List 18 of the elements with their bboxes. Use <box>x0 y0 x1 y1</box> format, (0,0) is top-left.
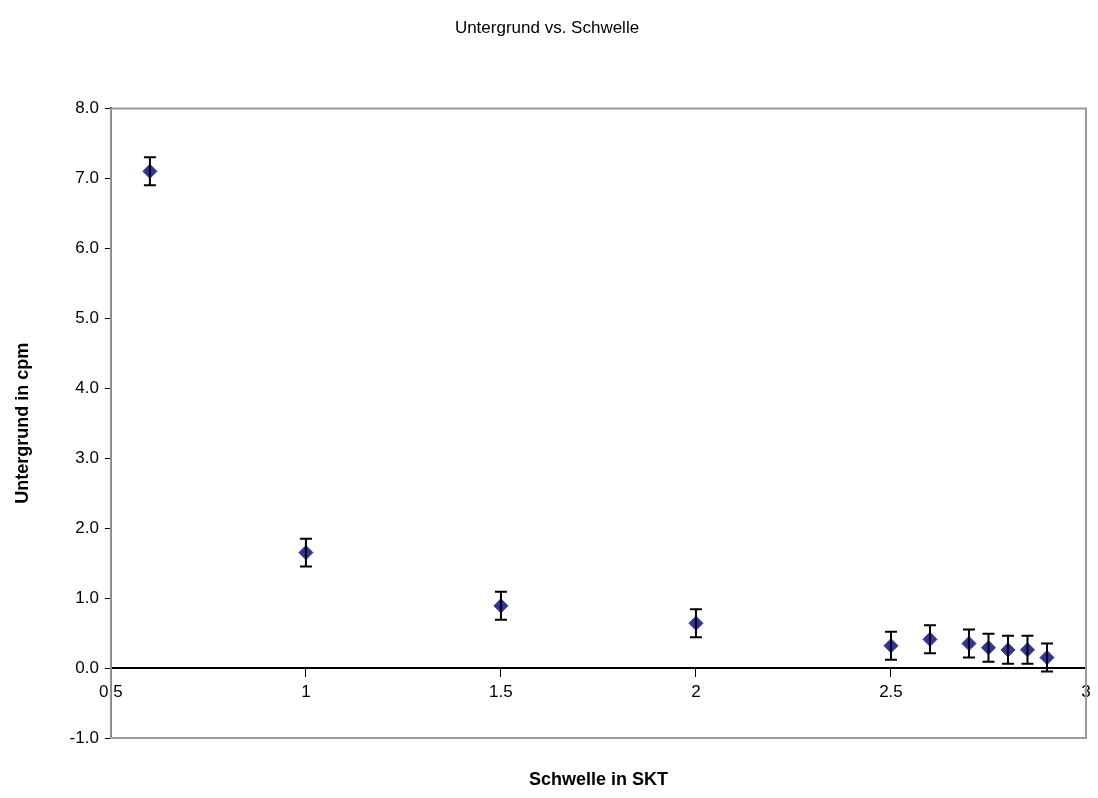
y-tick-label: 8.0 <box>75 98 99 118</box>
y-tick-label: 2.0 <box>75 517 99 537</box>
y-tick-label: -1.0 <box>69 727 99 747</box>
y-tick-label: 7.0 <box>75 168 99 188</box>
x-tick-label: 1.5 <box>489 681 513 701</box>
y-tick-label: 6.0 <box>75 238 99 257</box>
x-axis-title: Schwelle in SKT <box>528 768 668 789</box>
y-tick-label: 4.0 <box>75 377 99 397</box>
x-tick-label: 1 <box>301 681 311 701</box>
y-tick-label: 3.0 <box>75 447 99 467</box>
y-tick-label: 1.0 <box>75 587 99 607</box>
y-tick-label: 5.0 <box>75 307 99 327</box>
y-axis-title: Untergrund in cpm <box>11 342 32 504</box>
chart-title: Untergrund vs. Schwelle <box>454 17 640 37</box>
y-tick-label: 0.0 <box>75 657 99 677</box>
x-tick-label: 2.5 <box>879 681 903 701</box>
x-tick-label: 0.5 <box>99 681 123 701</box>
x-tick-label: 2 <box>691 681 701 701</box>
